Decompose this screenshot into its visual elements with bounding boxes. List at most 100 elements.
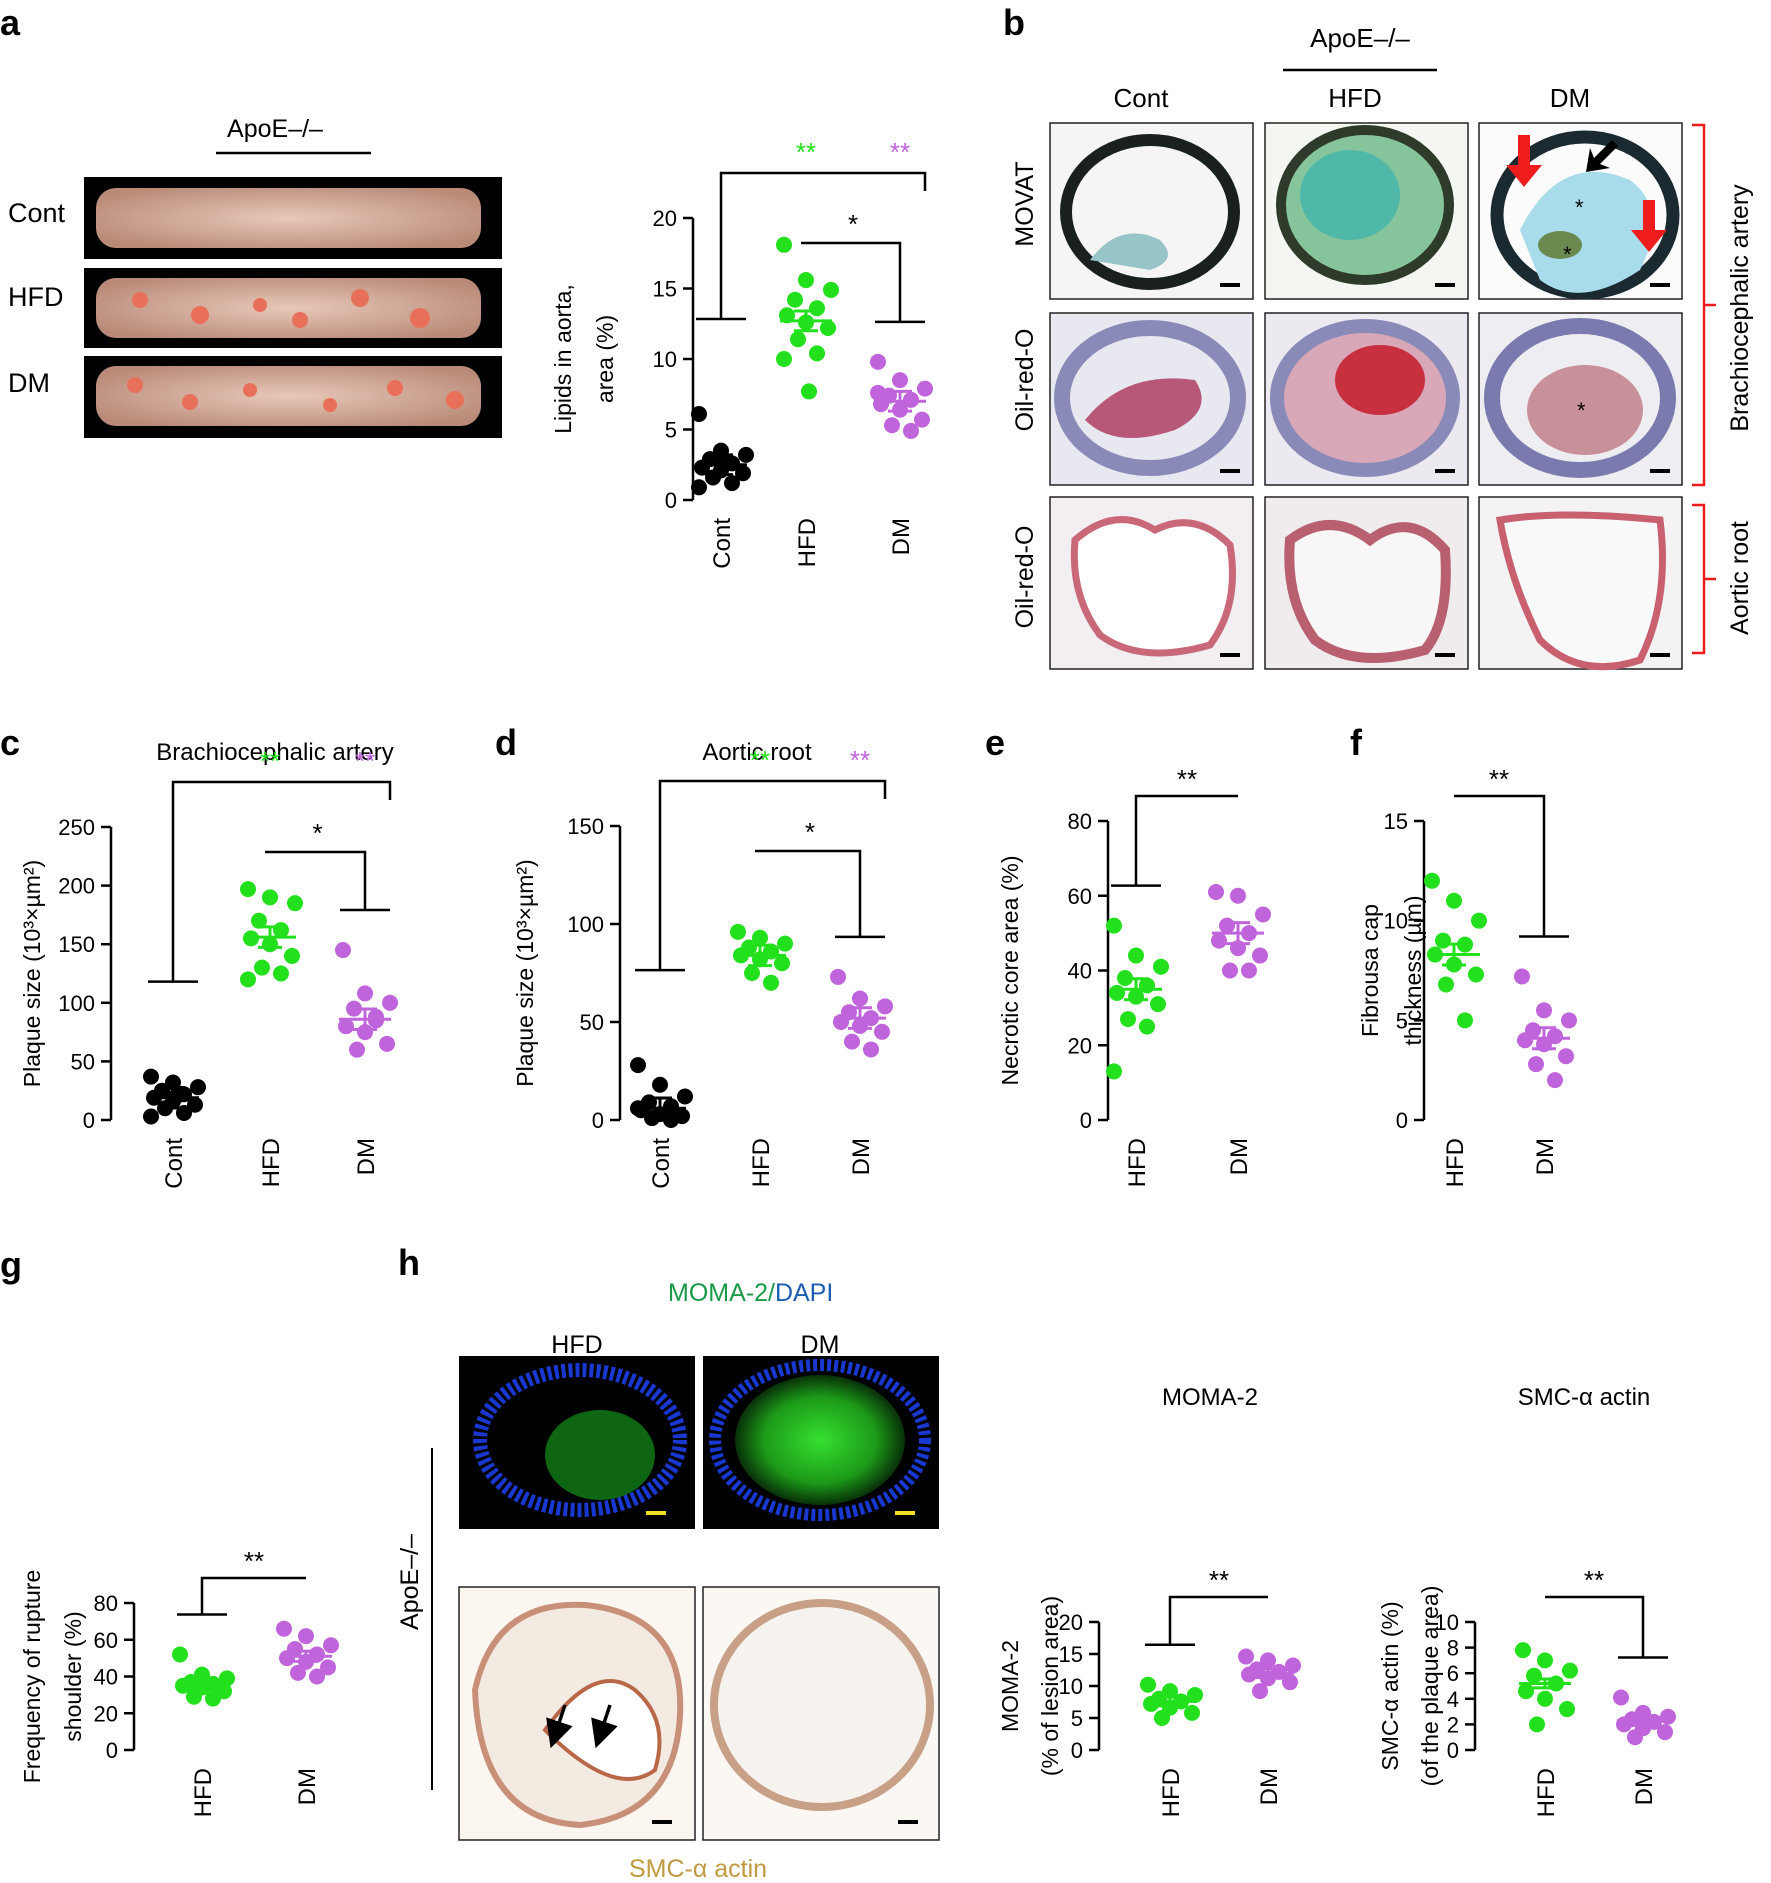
- data-point-dm: [279, 1650, 295, 1667]
- data-point-dm: [1208, 884, 1224, 901]
- y-tick-label: 80: [94, 1591, 118, 1616]
- y-tick-label: 100: [567, 912, 604, 937]
- data-point-cont: [630, 1057, 646, 1074]
- data-point-hfd: [1424, 872, 1440, 889]
- y-tick-label: 200: [58, 874, 95, 899]
- x-category-label: DM: [888, 518, 915, 555]
- panel-b-micrographs: * * *: [1049, 122, 1683, 671]
- svg-text:*: *: [1577, 398, 1586, 423]
- data-point-dm: [1657, 1724, 1673, 1741]
- data-point-dm: [1627, 1729, 1643, 1746]
- data-point-dm: [1260, 1652, 1276, 1669]
- significance-star-dm: **: [850, 745, 870, 775]
- x-category-label: HFD: [1158, 1768, 1185, 1817]
- y-tick-label: 10: [653, 347, 677, 372]
- data-point-hfd: [1529, 1716, 1545, 1733]
- data-point-dm: [1211, 932, 1227, 949]
- significance-star-hfd: **: [796, 137, 816, 167]
- data-point-hfd: [776, 236, 792, 253]
- x-category-label: HFD: [1442, 1138, 1469, 1187]
- panel-a-row-label-dm: DM: [8, 368, 50, 398]
- significance-bracket: [1454, 794, 1569, 938]
- panel-b-row-oro2: Oil-red-O: [1011, 526, 1039, 629]
- data-point-hfd: [1562, 1662, 1578, 1679]
- panel-b-row-oro1: Oil-red-O: [1011, 329, 1039, 432]
- panel-h-stain-dapi: DAPI: [775, 1279, 833, 1307]
- svg-text:*: *: [1575, 195, 1584, 220]
- y-tick-label: 150: [567, 814, 604, 839]
- significance-star: **: [1489, 764, 1509, 794]
- data-point-dm: [335, 942, 351, 959]
- y-tick-label: 60: [94, 1628, 118, 1653]
- data-point-hfd: [240, 971, 256, 988]
- y-tick-label: 6: [1447, 1661, 1459, 1686]
- y-tick-label: 0: [1447, 1738, 1459, 1763]
- y-tick-label: 0: [592, 1108, 604, 1133]
- data-point-hfd: [240, 881, 256, 898]
- significance-star: **: [1177, 764, 1197, 794]
- x-category-label: DM: [1256, 1768, 1283, 1805]
- data-point-dm: [320, 1659, 336, 1676]
- svg-text:*: *: [1563, 242, 1572, 267]
- data-point-dm: [1241, 962, 1257, 979]
- y-axis-label: Frequency of rupture: [19, 1570, 45, 1784]
- data-point-hfd: [219, 1670, 235, 1687]
- x-category-label: DM: [294, 1768, 321, 1805]
- x-category-label: Cont: [709, 518, 736, 569]
- data-point-hfd: [730, 923, 746, 940]
- y-tick-label: 15: [653, 277, 677, 302]
- chart-a-lipids: 0 5 10 15 20 Lipids in aorta, area (%) Cont HFD D…: [550, 137, 933, 569]
- significance-star: *: [805, 817, 815, 847]
- y-axis-label: Plaque size (10³×µm²): [19, 860, 45, 1087]
- significance-bracket: [1145, 1595, 1268, 1646]
- significance-bracket: [1545, 1595, 1668, 1659]
- y-tick-label: 40: [94, 1665, 118, 1690]
- data-point-hfd: [287, 895, 303, 912]
- data-point-hfd: [1438, 976, 1454, 993]
- data-point-hfd: [1526, 1667, 1542, 1684]
- x-category-label: HFD: [748, 1138, 775, 1187]
- data-point-hfd: [752, 929, 768, 946]
- y-tick-label: 10: [1435, 1610, 1459, 1635]
- panel-b-group-label: ApoE–/–: [1310, 23, 1410, 53]
- data-point-cont: [652, 1076, 668, 1093]
- significance-bracket: [755, 849, 885, 939]
- x-category-label: DM: [848, 1138, 875, 1175]
- panel-e-letter: e: [985, 722, 1005, 763]
- y-tick-label: 2: [1447, 1712, 1459, 1737]
- data-point-hfd: [1143, 1695, 1159, 1712]
- y-tick-label: 4: [1447, 1687, 1459, 1712]
- data-point-hfd: [779, 307, 795, 324]
- data-point-dm: [1528, 1056, 1544, 1073]
- significance-bracket: [265, 850, 390, 912]
- data-point-dm: [357, 985, 373, 1002]
- red-arrow-icon: [1506, 135, 1542, 187]
- data-point-dm: [276, 1620, 292, 1637]
- y-tick-label: 0: [106, 1738, 118, 1763]
- data-point-dm: [870, 384, 886, 401]
- y-tick-label: 5: [665, 418, 677, 443]
- data-point-hfd: [175, 1677, 191, 1694]
- data-point-dm: [1514, 968, 1530, 985]
- data-point-dm: [298, 1628, 314, 1645]
- data-point-hfd: [776, 351, 792, 367]
- data-point-hfd: [787, 291, 803, 308]
- data-point-hfd: [1518, 1683, 1534, 1700]
- y-tick-label: 10: [1059, 1674, 1083, 1699]
- panel-h-col-hfd: HFD: [551, 1331, 602, 1359]
- x-category-label: DM: [353, 1138, 380, 1175]
- panel-f-letter: f: [1350, 722, 1363, 763]
- data-point-dm: [1660, 1708, 1676, 1725]
- significance-star: **: [1584, 1565, 1604, 1595]
- red-arrow-icon: [1631, 200, 1667, 252]
- y-tick-label: 40: [1068, 959, 1092, 984]
- significance-star-dm: **: [355, 746, 375, 776]
- data-point-dm: [903, 422, 919, 439]
- x-category-label: HFD: [794, 518, 821, 567]
- data-point-hfd: [1106, 917, 1122, 934]
- chart-h-moma2: MOMA-2 0 5 10 15 20 MOMA-2 (% of lesion area) HF…: [997, 1384, 1301, 1817]
- data-point-hfd: [186, 1688, 202, 1705]
- data-point-hfd: [790, 331, 806, 348]
- panel-b-row-movat: MOVAT: [1011, 161, 1039, 246]
- y-axis-label: MOMA-2: [997, 1640, 1023, 1732]
